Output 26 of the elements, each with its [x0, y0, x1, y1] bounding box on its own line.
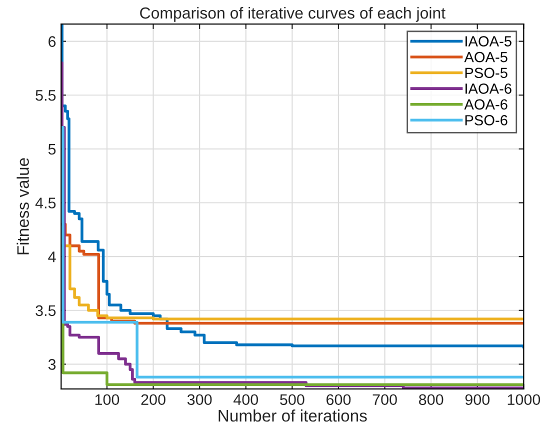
x-tick-label: 500	[280, 394, 304, 406]
legend-label: AOA-5	[464, 52, 508, 62]
x-tick-label: 1000	[508, 394, 540, 406]
y-axis-title: Fitness value	[16, 158, 29, 254]
x-tick-label: 800	[419, 394, 444, 406]
legend-label: PSO-6	[465, 115, 508, 126]
chart-title: Comparison of iterative curves of each joint	[140, 6, 446, 22]
legend-label: IAOA-6	[466, 83, 512, 94]
y-tick-label: 3.5	[36, 305, 56, 316]
x-tick-label: 400	[233, 394, 258, 406]
legend-label: AOA-6	[464, 99, 508, 110]
x-tick-label: 900	[465, 394, 490, 406]
x-tick-label: 300	[187, 394, 212, 406]
y-tick-label: 5.5	[36, 90, 56, 101]
legend-label: PSO-5	[465, 68, 508, 78]
y-tick-label: 5	[48, 144, 56, 155]
x-axis-title: Number of iterations	[218, 409, 367, 422]
x-tick-label: 100	[95, 394, 120, 406]
x-tick-label: 600	[326, 394, 351, 406]
y-tick-label: 6	[48, 36, 56, 47]
legend-label: IAOA-5	[466, 36, 512, 46]
y-tick-label: 3	[48, 359, 56, 370]
x-tick-label: 200	[141, 394, 166, 406]
y-tick-label: 4.5	[35, 198, 56, 208]
x-tick-label: 700	[372, 394, 397, 406]
y-tick-label: 4	[48, 252, 56, 262]
